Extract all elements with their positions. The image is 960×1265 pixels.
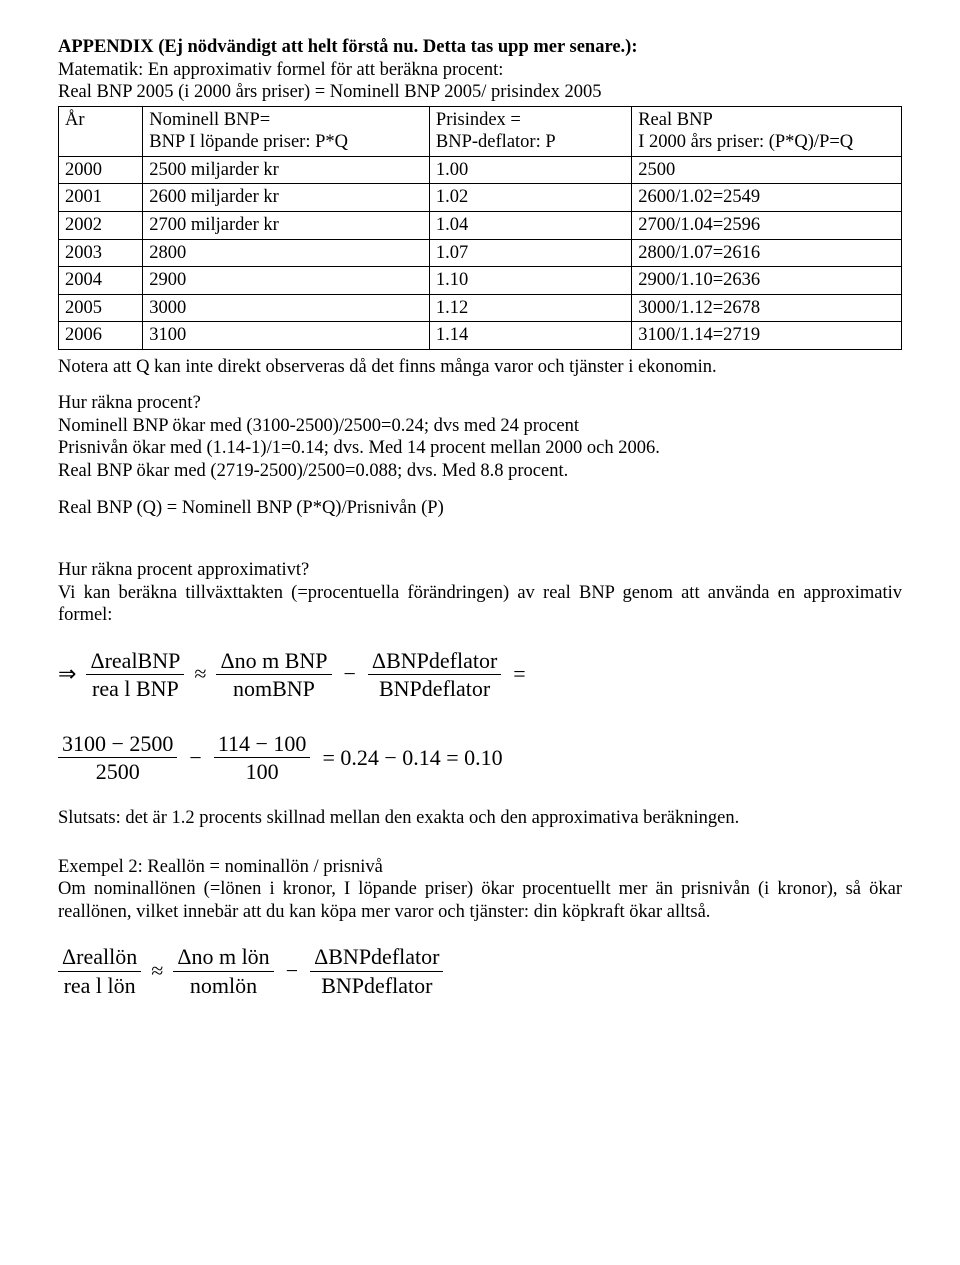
table-header-year: År — [59, 106, 143, 156]
minus-icon: − — [284, 960, 300, 982]
cell-idx: 1.14 — [429, 322, 631, 350]
table-row: 2005 3000 1.12 3000/1.12=2678 — [59, 294, 902, 322]
frac-num: Δreallön — [58, 945, 141, 971]
intro-line-2: Real BNP 2005 (i 2000 års priser) = Nomi… — [58, 81, 902, 104]
fraction: ΔBNPdeflator BNPdeflator — [310, 945, 443, 996]
fraction: ΔrealBNP rea l BNP — [86, 649, 184, 700]
cell-idx: 1.07 — [429, 239, 631, 267]
frac-den: BNPdeflator — [375, 675, 494, 700]
cell-real: 2800/1.07=2616 — [632, 239, 902, 267]
approx-icon: ≈ — [194, 663, 206, 685]
formula-1: ⇒ ΔrealBNP rea l BNP ≈ Δno m BNP nomBNP … — [58, 649, 902, 700]
cell-year: 2004 — [59, 267, 143, 295]
frac-num: Δno m BNP — [216, 649, 331, 675]
frac-num: Δno m lön — [173, 945, 273, 971]
frac-den: 2500 — [92, 758, 144, 783]
minus-icon: − — [187, 747, 203, 769]
equals-icon: = — [511, 663, 527, 685]
cell-nom: 3100 — [143, 322, 430, 350]
cell-nom: 2900 — [143, 267, 430, 295]
real-bnp-equation: Real BNP (Q) = Nominell BNP (P*Q)/Prisni… — [58, 497, 902, 520]
cell-nom: 2600 miljarder kr — [143, 184, 430, 212]
table-header-nominal-b: BNP I löpande priser: P*Q — [149, 132, 348, 152]
frac-den: nomBNP — [229, 675, 319, 700]
frac-num: ΔrealBNP — [86, 649, 184, 675]
cell-year: 2005 — [59, 294, 143, 322]
fraction: Δno m lön nomlön — [173, 945, 273, 996]
example-2-heading: Exempel 2: Reallön = nominallön / prisni… — [58, 856, 902, 879]
cell-real: 2900/1.10=2636 — [632, 267, 902, 295]
frac-num: ΔBNPdeflator — [368, 649, 501, 675]
formula-2: 3100 − 2500 2500 − 114 − 100 100 = 0.24 … — [58, 732, 902, 783]
table-header-nominal: Nominell BNP= BNP I löpande priser: P*Q — [143, 106, 430, 156]
cell-nom: 2700 miljarder kr — [143, 211, 430, 239]
example-2-body: Om nominallönen (=lönen i kronor, I löpa… — [58, 878, 902, 923]
table-row: 2001 2600 miljarder kr 1.02 2600/1.02=25… — [59, 184, 902, 212]
cell-real: 2600/1.02=2549 — [632, 184, 902, 212]
cell-real: 2500 — [632, 156, 902, 184]
cell-real: 2700/1.04=2596 — [632, 211, 902, 239]
cell-idx: 1.10 — [429, 267, 631, 295]
nominal-increase: Nominell BNP ökar med (3100-2500)/2500=0… — [58, 415, 902, 438]
table-header-real: Real BNP I 2000 års priser: (P*Q)/P=Q — [632, 106, 902, 156]
fraction: ΔBNPdeflator BNPdeflator — [368, 649, 501, 700]
appendix-title: APPENDIX (Ej nödvändigt att helt förstå … — [58, 36, 902, 59]
frac-den: BNPdeflator — [317, 972, 436, 997]
cell-idx: 1.04 — [429, 211, 631, 239]
approx-text: Vi kan beräkna tillväxttakten (=procentu… — [58, 582, 902, 627]
table-row: 2002 2700 miljarder kr 1.04 2700/1.04=25… — [59, 211, 902, 239]
implies-icon: ⇒ — [58, 663, 76, 685]
note-q: Notera att Q kan inte direkt observeras … — [58, 356, 902, 379]
frac-num: ΔBNPdeflator — [310, 945, 443, 971]
cell-nom: 2500 miljarder kr — [143, 156, 430, 184]
cell-nom: 2800 — [143, 239, 430, 267]
table-header-real-b: I 2000 års priser: (P*Q)/P=Q — [638, 132, 853, 152]
fraction: Δno m BNP nomBNP — [216, 649, 331, 700]
cell-year: 2001 — [59, 184, 143, 212]
frac-den: rea l lön — [60, 972, 140, 997]
frac-num: 3100 − 2500 — [58, 732, 177, 758]
intro-line-1: Matematik: En approximativ formel för at… — [58, 59, 902, 82]
frac-den: nomlön — [186, 972, 261, 997]
cell-year: 2000 — [59, 156, 143, 184]
table-header-row: År Nominell BNP= BNP I löpande priser: P… — [59, 106, 902, 156]
document-page: APPENDIX (Ej nödvändigt att helt förstå … — [0, 0, 960, 1265]
fraction: 114 − 100 100 — [214, 732, 311, 783]
cell-year: 2002 — [59, 211, 143, 239]
table-header-index: Prisindex = BNP-deflator: P — [429, 106, 631, 156]
table-header-real-a: Real BNP — [638, 110, 713, 130]
hur-rakna-heading: Hur räkna procent? — [58, 392, 902, 415]
fraction: Δreallön rea l lön — [58, 945, 141, 996]
fraction: 3100 − 2500 2500 — [58, 732, 177, 783]
cell-year: 2003 — [59, 239, 143, 267]
table-row: 2004 2900 1.10 2900/1.10=2636 — [59, 267, 902, 295]
table-header-index-a: Prisindex = — [436, 110, 521, 130]
cell-nom: 3000 — [143, 294, 430, 322]
hur-approx-heading: Hur räkna procent approximativt? — [58, 559, 902, 582]
table-header-nominal-a: Nominell BNP= — [149, 110, 270, 130]
table-header-index-b: BNP-deflator: P — [436, 132, 556, 152]
table-row: 2006 3100 1.14 3100/1.14=2719 — [59, 322, 902, 350]
frac-num: 114 − 100 — [214, 732, 311, 758]
real-increase: Real BNP ökar med (2719-2500)/2500=0.088… — [58, 460, 902, 483]
table-row: 2000 2500 miljarder kr 1.00 2500 — [59, 156, 902, 184]
slutsats: Slutsats: det är 1.2 procents skillnad m… — [58, 807, 902, 830]
price-increase: Prisnivån ökar med (1.14-1)/1=0.14; dvs.… — [58, 437, 902, 460]
formula-tail: = 0.24 − 0.14 = 0.10 — [320, 747, 504, 769]
formula-3: Δreallön rea l lön ≈ Δno m lön nomlön − … — [58, 945, 902, 996]
cell-year: 2006 — [59, 322, 143, 350]
bnp-table: År Nominell BNP= BNP I löpande priser: P… — [58, 106, 902, 350]
frac-den: 100 — [242, 758, 283, 783]
frac-den: rea l BNP — [88, 675, 183, 700]
approx-icon: ≈ — [151, 960, 163, 982]
cell-real: 3000/1.12=2678 — [632, 294, 902, 322]
cell-idx: 1.02 — [429, 184, 631, 212]
cell-idx: 1.12 — [429, 294, 631, 322]
cell-real: 3100/1.14=2719 — [632, 322, 902, 350]
cell-idx: 1.00 — [429, 156, 631, 184]
minus-icon: − — [342, 663, 358, 685]
table-row: 2003 2800 1.07 2800/1.07=2616 — [59, 239, 902, 267]
